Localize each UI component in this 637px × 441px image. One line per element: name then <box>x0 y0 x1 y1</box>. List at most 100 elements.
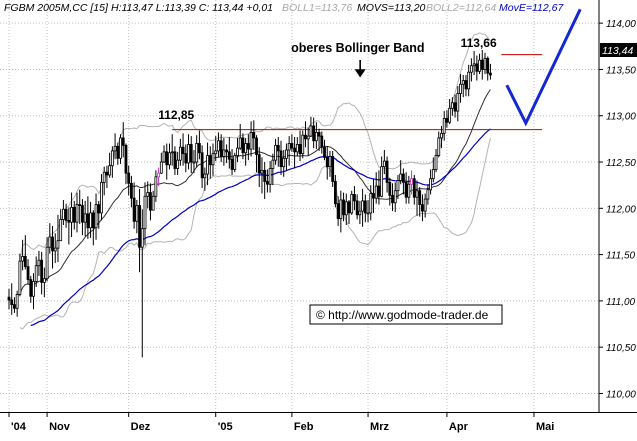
price-tag: 113,44 <box>600 43 637 57</box>
candle-body <box>336 203 340 219</box>
candle-body <box>159 161 163 174</box>
candle-body <box>431 169 435 180</box>
candle-body <box>184 153 188 164</box>
candle-body <box>29 279 33 297</box>
candle-body <box>426 189 430 200</box>
candle-body <box>282 157 286 168</box>
y-tick-label: 114,00 <box>606 19 636 30</box>
candle-body <box>227 151 231 160</box>
candle-body <box>472 63 476 67</box>
candle-body <box>165 151 169 166</box>
candle-body <box>442 118 446 134</box>
bollinger-upper-line <box>19 32 491 260</box>
candle-body <box>127 172 131 184</box>
candle-body <box>7 296 11 301</box>
x-tick-label: Apr <box>449 421 469 433</box>
annotation-high-112-85: 112,85 <box>158 108 194 122</box>
annotation-bollinger-note: oberes Bollinger Band <box>291 41 424 55</box>
candle-body <box>363 200 367 214</box>
candle-body <box>361 200 365 212</box>
annotation-high-113-66: 113,66 <box>461 36 497 50</box>
candle-body <box>53 247 57 252</box>
candle-body <box>407 183 411 198</box>
x-tick-label: Feb <box>294 421 314 433</box>
candle-body <box>393 190 397 204</box>
candle-body <box>138 205 141 248</box>
candle-body <box>489 72 492 76</box>
candle-body <box>255 137 258 156</box>
candle-body <box>350 194 354 214</box>
bollinger-lower-line <box>19 138 491 330</box>
candle-body <box>309 125 313 137</box>
candle-body <box>32 281 35 297</box>
candle-body <box>42 278 46 283</box>
candle-body <box>181 146 185 155</box>
candle-body <box>83 213 87 223</box>
candle-body <box>478 59 481 72</box>
candle-body <box>290 143 294 149</box>
x-tick-label: Mrz <box>370 421 389 433</box>
candle-body <box>358 210 362 216</box>
candle-body <box>56 240 60 249</box>
candle-body <box>448 107 452 123</box>
candle-body <box>369 193 373 214</box>
last-price-tag: 113,44 <box>602 45 633 57</box>
candle-body <box>347 201 351 214</box>
candle-body <box>257 154 261 174</box>
candle-body <box>102 171 106 183</box>
candle-body <box>453 102 457 112</box>
candle-body <box>306 135 310 140</box>
y-tick-label: 112,50 <box>606 158 636 169</box>
candle-body <box>37 259 41 267</box>
candle-body <box>412 178 416 198</box>
y-tick-label: 113,50 <box>606 65 636 76</box>
candle-body <box>110 150 114 167</box>
x-tick-label: '05 <box>218 421 233 433</box>
candle-body <box>244 143 248 154</box>
candle-body <box>271 159 275 169</box>
candle-body <box>325 156 329 168</box>
candle-body <box>162 151 166 163</box>
candle-body <box>434 155 438 170</box>
candle-body <box>197 143 201 154</box>
candle-body <box>276 144 280 152</box>
candle-body <box>274 144 277 161</box>
candle-body <box>211 153 215 166</box>
candle-body <box>62 208 65 220</box>
candle-body <box>10 299 14 306</box>
candle-body <box>372 193 375 199</box>
down-arrow-icon <box>354 60 366 78</box>
candle-body <box>263 169 267 182</box>
candle-body <box>285 149 288 159</box>
candle-body <box>450 102 454 109</box>
candle-body <box>124 144 128 174</box>
candle-body <box>252 131 256 139</box>
candle-body <box>429 178 433 191</box>
y-tick-label: 110,50 <box>606 343 636 354</box>
candle-body <box>64 208 68 221</box>
y-tick-label: 113,00 <box>606 112 636 123</box>
candle-body <box>81 205 84 223</box>
candle-body <box>176 159 180 169</box>
candle-body <box>404 181 408 198</box>
candle-body <box>59 219 63 242</box>
candle-body <box>440 132 443 139</box>
candle-body <box>86 213 90 229</box>
candle-body <box>168 152 171 166</box>
candle-body <box>230 158 234 170</box>
y-tick-label: 112,00 <box>606 204 636 215</box>
candle-body <box>355 200 359 216</box>
candle-body <box>314 131 318 142</box>
candle-body <box>116 145 120 159</box>
header-boll1: BOLL1=113,76 <box>282 2 352 14</box>
candle-body <box>293 147 297 153</box>
candle-body <box>246 143 250 150</box>
candle-body <box>238 137 242 149</box>
candle-body <box>72 206 76 223</box>
candle-body <box>260 169 264 174</box>
candle-body <box>421 204 424 212</box>
candle-body <box>143 195 147 230</box>
header-ohlc: H:113,47 L:113,39 C: 113,44 +0,01 <box>111 2 273 14</box>
